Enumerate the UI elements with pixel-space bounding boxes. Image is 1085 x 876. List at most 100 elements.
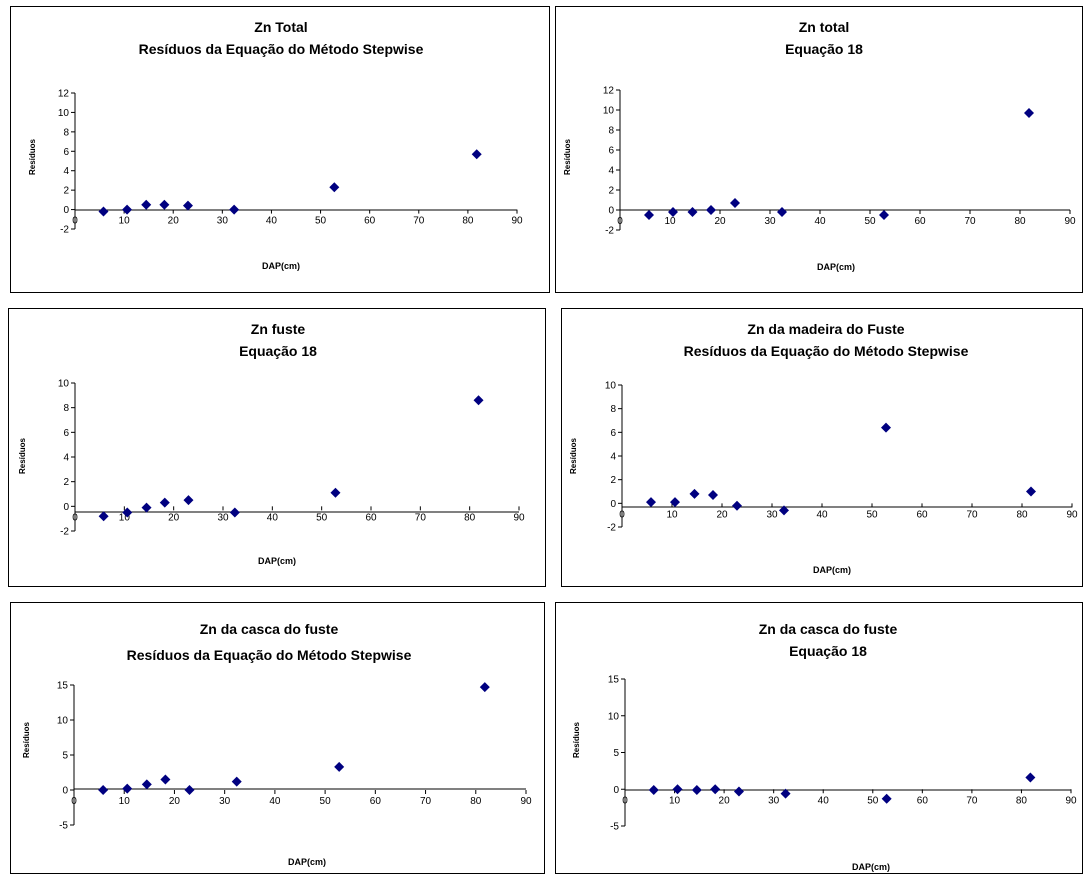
y-tick-label: 6: [63, 147, 69, 158]
x-axis-label: DAP(cm): [817, 262, 855, 272]
data-point: [777, 207, 787, 217]
data-point: [141, 779, 152, 790]
x-tick-label: 20: [168, 216, 180, 227]
x-tick-label: 10: [666, 509, 678, 520]
x-tick-label: 60: [914, 216, 926, 227]
y-tick-label: 12: [603, 86, 615, 97]
chart-title: Zn da madeira do Fuste: [747, 321, 904, 337]
data-point: [141, 502, 152, 513]
data-point: [648, 784, 659, 795]
chart-title: Zn da casca do fuste: [200, 621, 339, 637]
y-tick-label: 0: [63, 205, 69, 216]
data-point: [1026, 486, 1036, 497]
data-point: [730, 198, 740, 208]
data-point: [879, 210, 889, 220]
x-tick-label: 0: [622, 795, 628, 806]
chart-title: Zn da casca do fuste: [759, 621, 898, 637]
x-tick-label: 40: [267, 512, 279, 523]
data-point: [329, 182, 340, 193]
y-tick-label: 0: [608, 206, 614, 217]
y-tick-label: 6: [610, 428, 616, 439]
y-tick-label: -5: [59, 821, 68, 832]
y-tick-label: 10: [605, 381, 617, 392]
y-tick-label: 10: [608, 711, 620, 722]
chart-title: Zn Total: [254, 19, 307, 35]
x-ticks: 0 10 20 30 40 50 60 70 80 90: [617, 210, 1076, 227]
x-tick-label: 10: [119, 512, 131, 523]
data-point: [122, 204, 133, 215]
x-tick-label: 40: [814, 216, 826, 227]
data-point: [122, 783, 133, 794]
x-axis-label: DAP(cm): [852, 862, 890, 872]
data-point: [1025, 772, 1036, 783]
chart-panel-zn-total-eq18: Zn total Equação 18 -2 0 2 4 6 8 10 12 0 10 20 30 4…: [555, 6, 1083, 293]
x-axis-label: DAP(cm): [262, 261, 300, 271]
x-tick-label: 0: [72, 512, 78, 523]
data-point: [881, 422, 891, 433]
x-ticks: 0 10 20 30 40 50 60 70 80 90: [622, 789, 1077, 806]
x-tick-label: 80: [1016, 795, 1028, 806]
data-point: [183, 495, 194, 506]
chart-panel-zn-fuste-eq18: Zn fuste Equação 18 -2 0 2 4 6 8 10 0 10 20 30 40 5…: [8, 308, 546, 587]
x-tick-label: 80: [464, 512, 476, 523]
y-tick-label: 2: [610, 475, 616, 486]
x-tick-label: 80: [470, 796, 482, 807]
data-point: [229, 507, 240, 518]
chart-panel-zn-madeira-fuste-stepwise: Zn da madeira do Fuste Resíduos da Equaç…: [561, 308, 1083, 587]
data-point: [229, 204, 240, 215]
y-tick-label: -2: [605, 226, 614, 237]
y-tick-label: 0: [63, 502, 69, 513]
x-ticks: 0 10 20 30 40 50 60 70 80 90: [619, 503, 1078, 520]
y-ticks: -5 0 5 10 15: [608, 675, 625, 833]
data-point: [182, 200, 193, 211]
x-tick-label: 40: [818, 795, 830, 806]
x-tick-label: 0: [619, 509, 625, 520]
y-tick-label: 8: [608, 126, 614, 137]
y-tick-label: 5: [62, 751, 68, 762]
x-tick-label: 50: [866, 509, 878, 520]
y-ticks: -5 0 5 10 15: [57, 681, 74, 832]
y-axis-label: Resíduos: [563, 138, 572, 175]
data-point: [184, 785, 195, 795]
chart-subtitle: Resíduos da Equação do Método Stepwise: [127, 647, 412, 663]
chart-title: Zn fuste: [251, 321, 306, 337]
x-tick-label: 70: [966, 509, 978, 520]
y-tick-label: 0: [610, 499, 616, 510]
x-tick-label: 30: [766, 509, 778, 520]
data-points: [98, 395, 484, 522]
y-tick-label: 4: [610, 452, 616, 463]
x-tick-label: 70: [964, 216, 976, 227]
x-tick-label: 0: [71, 796, 77, 807]
x-axis-label: DAP(cm): [288, 857, 326, 867]
x-ticks: 0 10 20 30 40 50 60 70 80 90: [72, 209, 523, 227]
data-points: [644, 108, 1034, 220]
chart-subtitle: Resíduos da Equação do Método Stepwise: [684, 343, 969, 359]
data-point: [710, 784, 721, 795]
y-tick-label: -2: [607, 523, 616, 534]
chart-subtitle: Equação 18: [789, 643, 867, 659]
x-tick-label: 10: [664, 216, 676, 227]
x-tick-label: 20: [169, 796, 181, 807]
x-tick-label: 40: [816, 509, 828, 520]
x-tick-label: 30: [764, 216, 776, 227]
y-axis-label: Resíduos: [28, 138, 37, 175]
y-tick-label: 2: [63, 477, 69, 488]
data-point: [98, 206, 109, 217]
data-point: [141, 199, 152, 210]
x-axis-label: DAP(cm): [258, 556, 296, 566]
y-tick-label: 5: [613, 748, 619, 759]
data-point: [668, 207, 678, 217]
y-tick-label: 6: [63, 428, 69, 439]
y-axis-label: Resíduos: [18, 437, 27, 474]
x-tick-label: 90: [513, 512, 525, 523]
x-tick-label: 80: [1016, 509, 1028, 520]
x-tick-label: 90: [1066, 509, 1078, 520]
x-tick-label: 90: [1064, 216, 1076, 227]
y-tick-label: 4: [63, 453, 69, 464]
data-points: [646, 422, 1036, 516]
data-point: [706, 205, 716, 215]
